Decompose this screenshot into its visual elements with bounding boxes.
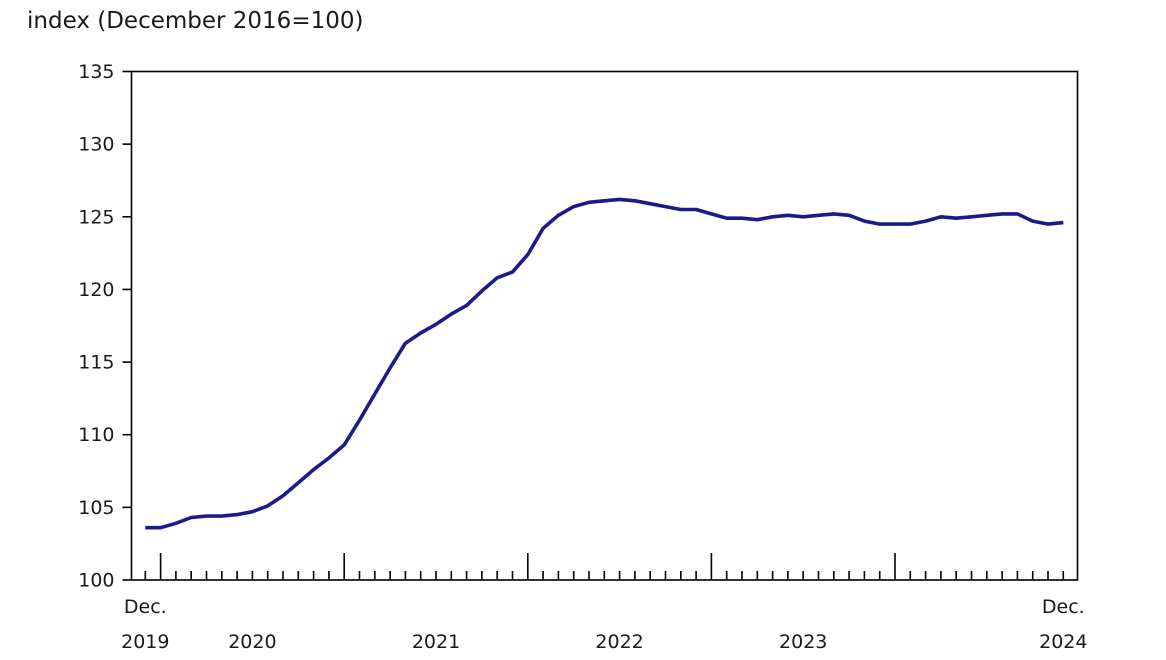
x-axis-label-year: 2020	[228, 631, 276, 653]
y-axis-label: 110	[78, 424, 114, 446]
y-axis-label: 125	[78, 206, 114, 228]
x-axis-label-year: 2021	[412, 631, 460, 653]
x-axis-label-start-month: Dec.	[124, 596, 167, 618]
x-axis-label-end-month: Dec.	[1042, 596, 1085, 618]
y-axis-label: 115	[78, 352, 114, 374]
x-axis-label-year: 2023	[779, 631, 827, 653]
index-line-series	[145, 197, 1064, 530]
chart-title: index (December 2016=100)	[27, 8, 364, 34]
x-axis-label-start-year: 2019	[121, 631, 169, 653]
y-axis-label: 130	[78, 134, 114, 156]
y-axis-label: 105	[78, 497, 114, 519]
plot-frame	[130, 70, 1079, 581]
y-axis-label: 120	[78, 279, 114, 301]
x-axis-label-year: 2022	[595, 631, 643, 653]
y-axis-label: 100	[78, 570, 114, 592]
y-axis-label: 135	[78, 61, 114, 83]
x-axis-label-end-year: 2024	[1039, 631, 1087, 653]
